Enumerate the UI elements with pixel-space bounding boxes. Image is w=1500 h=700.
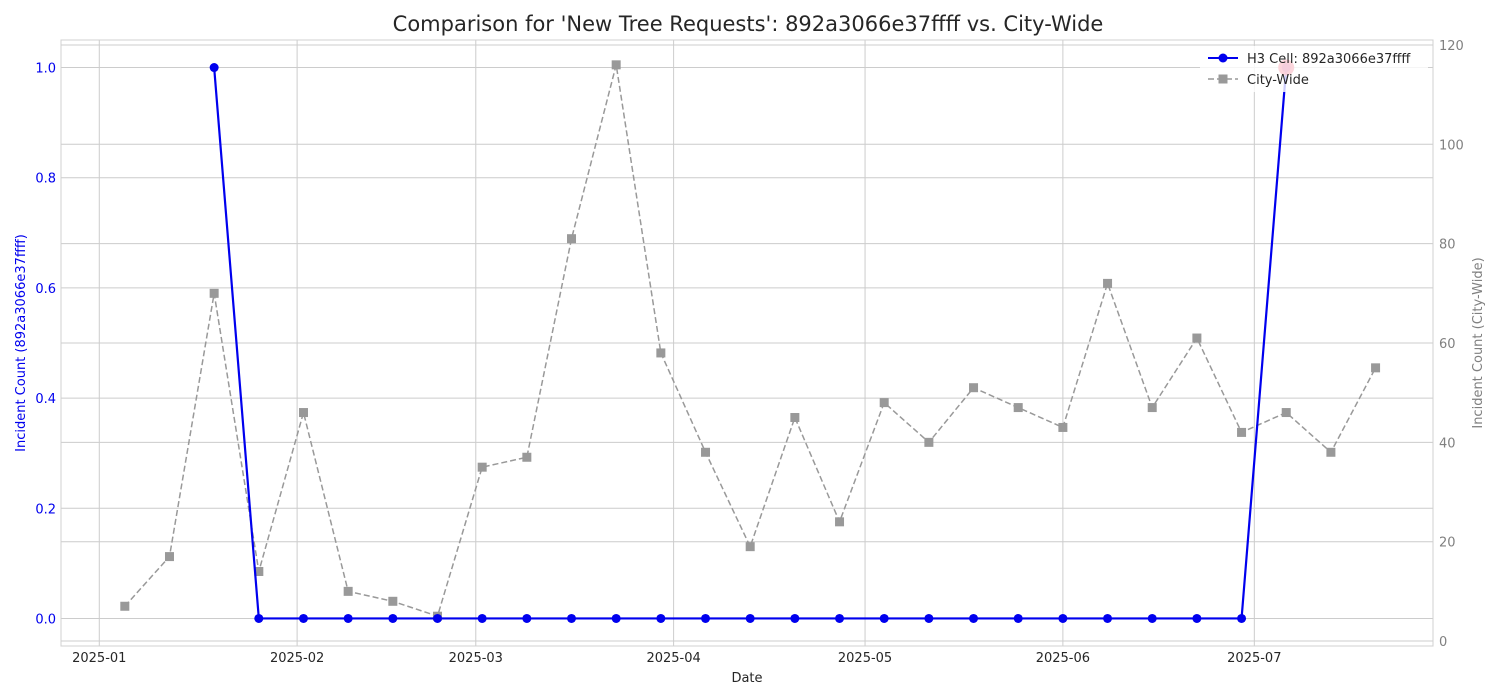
city-wide-point xyxy=(477,462,487,472)
h3-cell-point xyxy=(522,613,532,623)
h3-cell-point xyxy=(477,613,487,623)
x-tick-label: 2025-02 xyxy=(270,651,324,666)
h3-cell-point xyxy=(879,613,889,623)
city-wide-series-line xyxy=(124,64,1377,618)
city-wide-point xyxy=(969,383,979,393)
h3-cell-point xyxy=(924,613,934,623)
h3-cell-point xyxy=(254,613,264,623)
chart-title: Comparison for 'New Tree Requests': 892a… xyxy=(393,12,1104,36)
city-wide-point xyxy=(1371,363,1381,373)
legend-box xyxy=(1200,46,1428,92)
y-right-tick-label: 0 xyxy=(1439,635,1447,650)
h3-cell-point xyxy=(433,613,443,623)
h3-cell-point xyxy=(1237,613,1247,623)
city-wide-point xyxy=(522,452,532,462)
city-wide-point xyxy=(1058,422,1068,432)
city-wide-point xyxy=(745,542,755,552)
y-right-tick-label: 60 xyxy=(1439,337,1456,352)
city-wide-point xyxy=(656,348,666,358)
h3-cell-point xyxy=(835,613,845,623)
city-wide-point xyxy=(879,398,889,408)
y-axis-title-left: Incident Count (892a3066e37ffff) xyxy=(14,234,29,452)
city-wide-point xyxy=(1103,278,1113,288)
h3-cell-point xyxy=(298,613,308,623)
h3-cell-point xyxy=(1013,613,1023,623)
city-wide-point xyxy=(164,552,174,562)
city-wide-point xyxy=(298,408,308,418)
h3-cell-point xyxy=(611,613,621,623)
x-tick-label: 2025-05 xyxy=(838,651,892,666)
city-wide-point xyxy=(790,413,800,423)
h3-cell-point xyxy=(969,613,979,623)
y-right-tick-label: 80 xyxy=(1439,238,1456,253)
y-right-tick-label: 100 xyxy=(1439,138,1464,153)
plot-area-frame xyxy=(60,39,1434,647)
h3-cell-point xyxy=(343,613,353,623)
y-right-tick-label: 40 xyxy=(1439,436,1456,451)
h3-cell-point xyxy=(209,63,219,73)
y-left-tick-label: 0.0 xyxy=(35,612,56,627)
city-wide-point xyxy=(1192,333,1202,343)
h3-cell-point xyxy=(656,613,666,623)
x-tick-label: 2025-07 xyxy=(1227,651,1281,666)
city-wide-point xyxy=(835,517,845,527)
h3-cell-point xyxy=(567,613,577,623)
y-right-tick-label: 120 xyxy=(1439,39,1464,54)
h3-cell-point xyxy=(790,613,800,623)
city-wide-point xyxy=(254,566,264,576)
h3-cell-point xyxy=(1058,613,1068,623)
y-left-tick-label: 0.4 xyxy=(35,392,56,407)
city-wide-point xyxy=(701,447,711,457)
h3-cell-point xyxy=(1147,613,1157,623)
x-tick-label: 2025-04 xyxy=(646,651,700,666)
y-left-tick-label: 0.8 xyxy=(35,172,56,187)
city-wide-point xyxy=(209,288,219,298)
h3-cell-point xyxy=(1103,613,1113,623)
y-axis-title-right: Incident Count (City-Wide) xyxy=(1471,257,1486,428)
city-wide-point xyxy=(120,601,130,611)
y-right-tick-label: 20 xyxy=(1439,536,1456,551)
h3-cell-point xyxy=(701,613,711,623)
legend-label-h3-cell: H3 Cell: 892a3066e37ffff xyxy=(1247,52,1411,67)
legend-label-city-wide: City-Wide xyxy=(1247,73,1309,88)
city-wide-point xyxy=(567,234,577,244)
city-wide-point xyxy=(1013,403,1023,413)
city-wide-point xyxy=(388,596,398,606)
x-axis-title: Date xyxy=(731,671,762,686)
city-wide-point xyxy=(1281,408,1291,418)
x-tick-label: 2025-01 xyxy=(72,651,126,666)
y-left-tick-label: 0.2 xyxy=(35,502,56,517)
legend: H3 Cell: 892a3066e37ffff City-Wide xyxy=(1200,46,1428,92)
x-tick-label: 2025-06 xyxy=(1036,651,1090,666)
city-wide-point xyxy=(343,586,353,596)
x-tick-label: 2025-03 xyxy=(449,651,503,666)
y-left-tick-label: 0.6 xyxy=(35,282,56,297)
legend-swatch-h3-cell-marker xyxy=(1218,53,1228,63)
legend-swatch-city-wide-marker xyxy=(1218,74,1228,84)
city-wide-point xyxy=(1237,427,1247,437)
h3-cell-point xyxy=(1192,613,1202,623)
city-wide-point xyxy=(1147,403,1157,413)
city-wide-point xyxy=(1326,447,1336,457)
city-wide-point xyxy=(611,60,621,70)
h3-cell-point xyxy=(745,613,755,623)
city-wide-point xyxy=(924,437,934,447)
h3-cell-point xyxy=(388,613,398,623)
y-left-tick-label: 1.0 xyxy=(35,62,56,77)
